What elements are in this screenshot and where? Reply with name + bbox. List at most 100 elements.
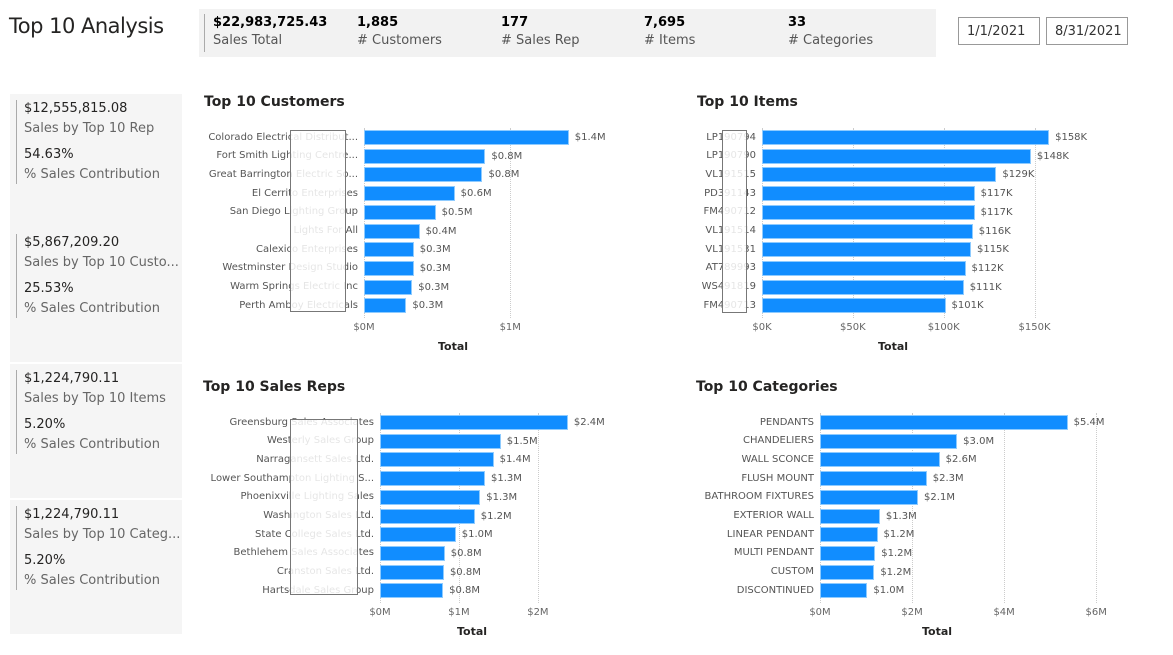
bar[interactable] [762, 186, 975, 202]
chart-title: Top 10 Categories [696, 379, 838, 395]
summary-card: $12,555,815.08 Sales by Top 10 Rep 54.63… [10, 94, 182, 228]
card-pct: 54.63% [24, 147, 74, 162]
kpi-items: 7,695 # Items [644, 15, 695, 48]
bar[interactable] [820, 545, 876, 561]
x-tick-label: $4M [993, 607, 1015, 618]
bar[interactable] [380, 527, 456, 543]
x-tick-label: $1M [499, 322, 521, 333]
x-tick-label: $0K [752, 322, 772, 333]
divider [16, 234, 17, 318]
bar[interactable] [364, 130, 569, 145]
bar[interactable] [364, 260, 414, 276]
bar[interactable] [364, 279, 413, 295]
kpi-value: $22,983,725.43 [213, 15, 328, 30]
bar[interactable] [364, 223, 420, 239]
kpi-value: 177 [501, 15, 529, 30]
kpi-label: # Sales Rep [501, 33, 580, 48]
bar[interactable] [380, 545, 445, 561]
category-label: CHANDELIERS [743, 435, 814, 447]
gridline [364, 128, 365, 318]
data-label: $1.3M [885, 510, 917, 522]
bar[interactable] [762, 298, 946, 314]
data-label: $0.5M [441, 206, 473, 218]
x-tick-label: $100K [927, 322, 960, 333]
date-end-input[interactable]: 8/31/2021 [1046, 17, 1128, 45]
gridline [852, 128, 854, 318]
bar[interactable] [820, 452, 940, 468]
bar[interactable] [364, 204, 436, 220]
bar[interactable] [820, 471, 927, 487]
chart-title: Top 10 Sales Reps [203, 379, 346, 395]
category-label: Colorado Electrical Distribut... [208, 131, 358, 143]
card-pct-label: % Sales Contribution [24, 167, 160, 182]
card-value: $1,224,790.11 [24, 371, 120, 386]
kpi-label: # Categories [788, 33, 874, 48]
bar[interactable] [820, 564, 875, 580]
card-value: $12,555,815.08 [24, 101, 128, 116]
data-label: $0.8M [449, 585, 481, 597]
date-start-input[interactable]: 1/1/2021 [958, 17, 1040, 45]
redaction-box [290, 419, 358, 595]
bar[interactable] [820, 527, 878, 543]
data-label: $158K [1055, 132, 1088, 143]
bar[interactable] [762, 223, 973, 239]
bar[interactable] [364, 186, 455, 202]
gridline [820, 413, 821, 603]
bar[interactable] [762, 130, 1050, 145]
bar[interactable] [762, 279, 964, 295]
redaction-box [290, 130, 346, 312]
bar[interactable] [762, 260, 966, 276]
gridline [1096, 413, 1098, 603]
kpi-label: Sales Total [213, 33, 283, 48]
bar[interactable] [380, 508, 475, 524]
bar[interactable] [364, 148, 486, 164]
gridline [943, 128, 945, 318]
bar[interactable] [380, 452, 494, 468]
bar[interactable] [364, 242, 414, 258]
bar[interactable] [820, 489, 919, 505]
data-label: $1.2M [880, 566, 912, 578]
bar[interactable] [380, 489, 481, 505]
gridline [1004, 413, 1006, 603]
bar[interactable] [820, 415, 1068, 430]
bar[interactable] [762, 242, 971, 258]
data-label: $116K [978, 225, 1011, 237]
bar[interactable] [762, 148, 1031, 164]
bar[interactable] [380, 564, 444, 580]
data-label: $2.3M [932, 473, 964, 485]
bar[interactable] [380, 583, 444, 599]
bar[interactable] [380, 471, 485, 487]
bar[interactable] [380, 433, 501, 449]
chart-title: Top 10 Customers [204, 94, 345, 110]
category-label: BATHROOM FIXTURES [704, 491, 814, 503]
category-label: DISCONTINUED [736, 584, 814, 596]
data-label: $0.6M [460, 188, 492, 200]
data-label: $2.6M [945, 454, 977, 466]
bar[interactable] [364, 167, 483, 183]
data-label: $0.3M [418, 281, 450, 293]
x-tick-label: $0M [809, 607, 831, 618]
data-label: $0.3M [419, 262, 451, 274]
bar[interactable] [762, 167, 997, 183]
category-label: FLUSH MOUNT [741, 472, 814, 484]
x-tick-label: $6M [1085, 607, 1107, 618]
gridline [380, 413, 381, 603]
kpi-label: # Customers [357, 33, 442, 48]
gridline [1034, 128, 1036, 318]
divider [16, 506, 17, 590]
bar[interactable] [762, 204, 975, 220]
kpi-categories: 33 # Categories [788, 15, 873, 48]
card-pct-label: % Sales Contribution [24, 437, 160, 452]
card-label: Sales by Top 10 Categ... [24, 527, 180, 542]
bar[interactable] [380, 415, 568, 430]
data-label: $101K [951, 300, 984, 312]
kpi-value: 1,885 [357, 15, 399, 30]
category-label: Fort Smith Lighting Centre... [216, 150, 358, 162]
divider [204, 14, 205, 52]
bar[interactable] [820, 433, 958, 449]
data-label: $0.8M [491, 150, 523, 162]
summary-card: $5,867,209.20 Sales by Top 10 Custo... 2… [10, 228, 182, 362]
bar[interactable] [820, 508, 880, 524]
bar[interactable] [364, 298, 407, 314]
bar[interactable] [820, 583, 868, 599]
